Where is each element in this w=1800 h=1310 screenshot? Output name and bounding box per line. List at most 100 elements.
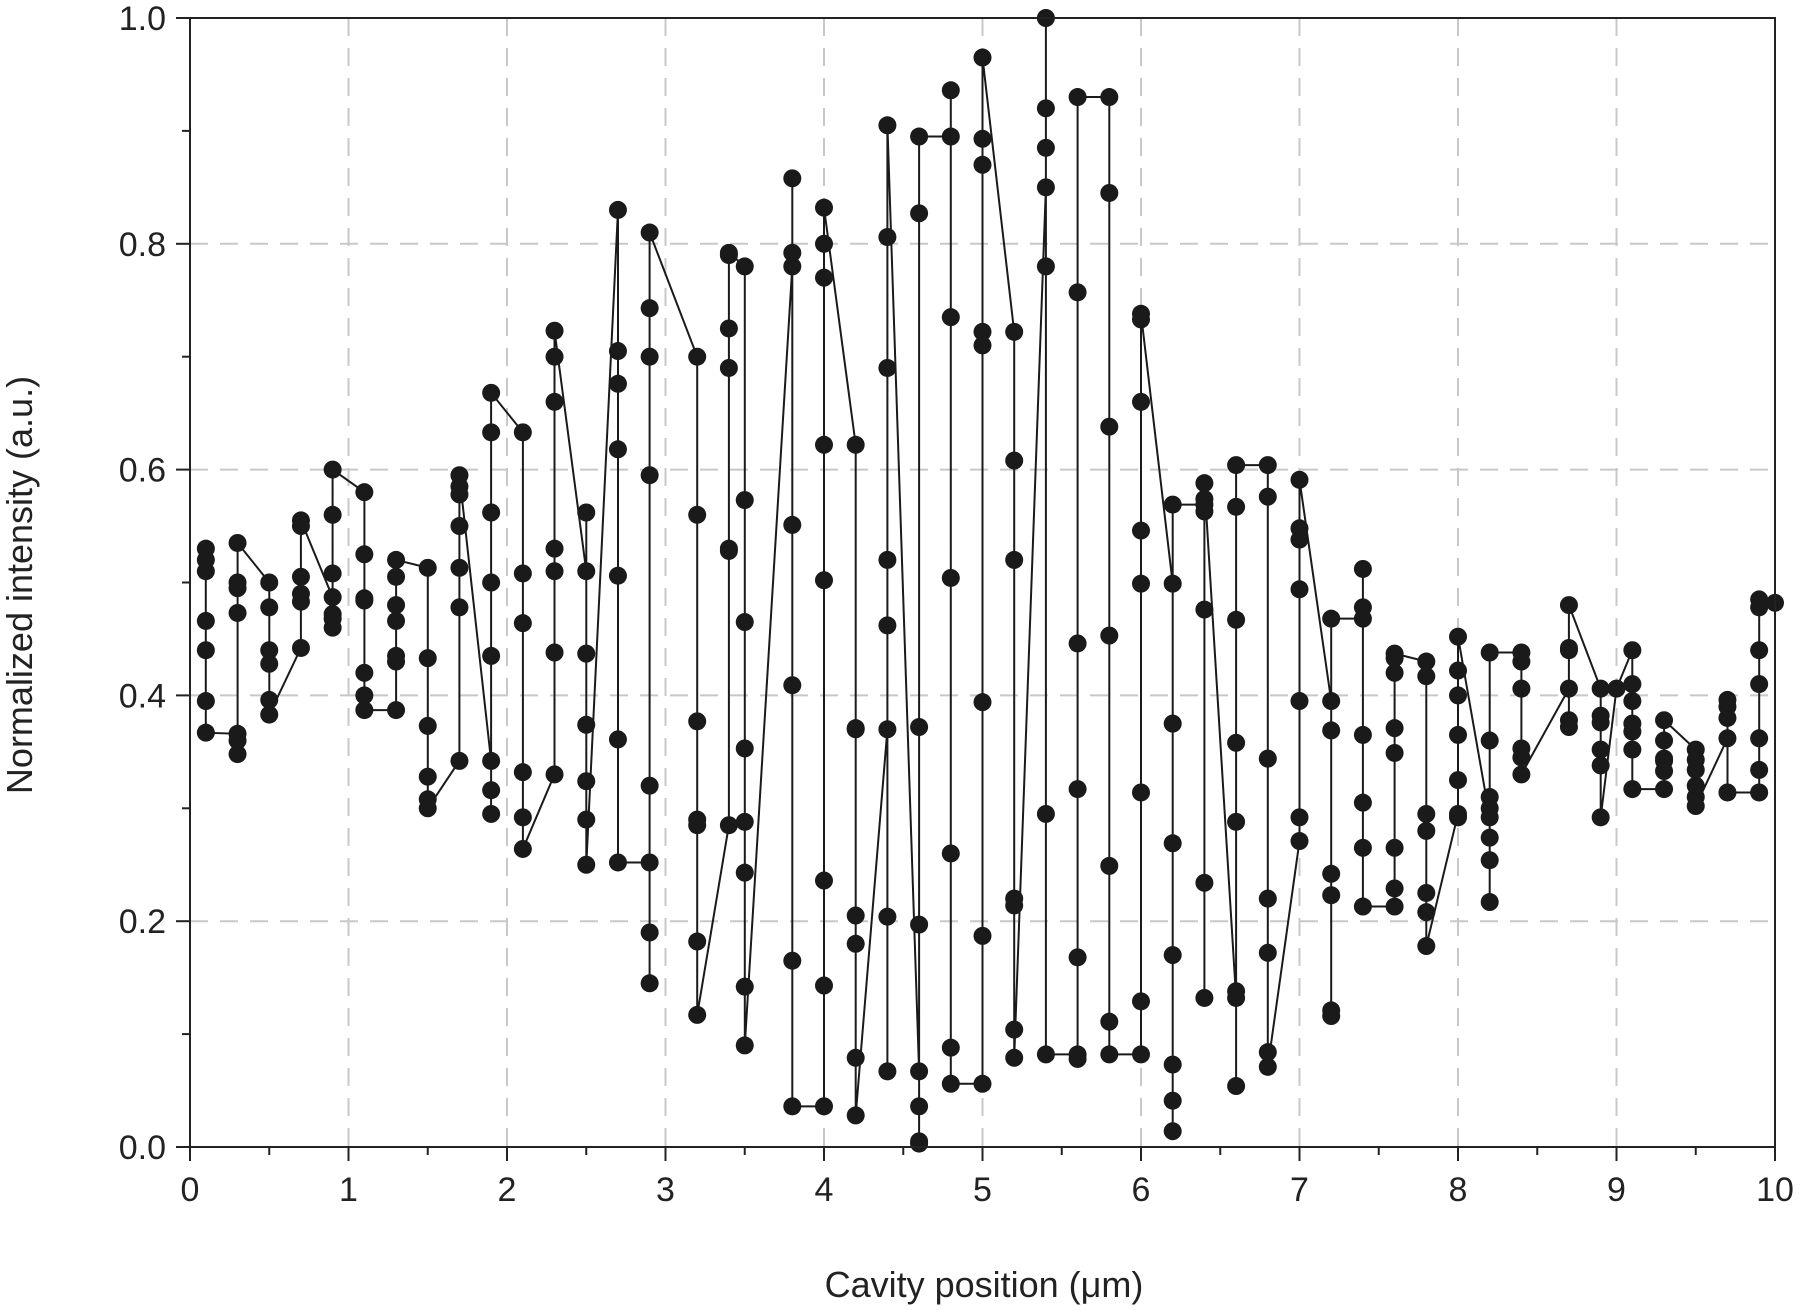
x-tick-label: 5 (973, 1171, 992, 1209)
data-point (973, 48, 992, 67)
data-point (513, 423, 532, 442)
data-point (1417, 883, 1436, 902)
data-point (1385, 743, 1404, 762)
data-point (1385, 663, 1404, 682)
data-point (228, 533, 247, 552)
data-point (513, 808, 532, 827)
data-point (973, 1074, 992, 1093)
data-point (1686, 797, 1705, 816)
data-point (577, 562, 596, 581)
data-point (1258, 487, 1277, 506)
data-point (973, 693, 992, 712)
data-point (291, 567, 310, 586)
data-point (1005, 322, 1024, 341)
data-point (878, 550, 897, 569)
data-point (482, 804, 501, 823)
data-point (910, 204, 929, 223)
data-point (1480, 799, 1499, 818)
data-point (1353, 598, 1372, 617)
data-point (941, 568, 960, 587)
series-points-layer (196, 9, 1784, 1153)
data-point (291, 584, 310, 603)
data-point (260, 641, 279, 660)
data-point (1591, 756, 1610, 775)
data-point (783, 676, 802, 695)
data-point (228, 573, 247, 592)
data-point (941, 844, 960, 863)
data-point (387, 611, 406, 630)
data-point (783, 951, 802, 970)
data-point (1163, 1055, 1182, 1074)
data-point (1195, 474, 1214, 493)
data-point (1385, 838, 1404, 857)
data-point (1718, 690, 1737, 709)
data-point (418, 767, 437, 786)
data-point (878, 358, 897, 377)
x-tick-label: 3 (656, 1171, 675, 1209)
data-point (323, 605, 342, 624)
data-point (608, 730, 627, 749)
data-point (1353, 838, 1372, 857)
data-point (450, 598, 469, 617)
data-point (735, 812, 754, 831)
data-point (1385, 897, 1404, 916)
data-point (387, 550, 406, 569)
data-point (387, 701, 406, 720)
data-point (1068, 948, 1087, 967)
data-point (1655, 780, 1674, 799)
data-point (815, 976, 833, 995)
data-point (1480, 893, 1499, 912)
data-point (910, 127, 929, 146)
x-tick-label: 8 (1449, 1171, 1468, 1209)
data-point (640, 776, 659, 795)
data-point (1480, 731, 1499, 750)
data-point (1417, 937, 1436, 956)
data-point (513, 614, 532, 633)
data-point (1449, 627, 1467, 646)
data-point (878, 616, 897, 635)
data-point (1449, 686, 1467, 705)
data-point (1036, 1045, 1055, 1064)
data-point (1512, 748, 1531, 767)
data-point (1258, 889, 1277, 908)
x-tick-label: 10 (1756, 1171, 1794, 1209)
data-point (1005, 1048, 1024, 1067)
data-point (418, 649, 437, 668)
data-point (1258, 456, 1277, 475)
data-point (719, 541, 738, 560)
data-point (735, 613, 754, 632)
data-point (545, 562, 564, 581)
data-point (878, 228, 897, 247)
x-tick-labels: 0 1 2 3 4 5 6 7 8 9 10 (181, 1171, 1794, 1209)
data-point (910, 1097, 929, 1116)
data-point (783, 1097, 802, 1116)
data-point (608, 374, 627, 393)
data-point (260, 573, 279, 592)
data-point (1227, 610, 1246, 629)
data-point (1623, 722, 1642, 741)
data-point (196, 562, 215, 581)
data-point (878, 907, 897, 926)
data-point (1353, 793, 1372, 812)
data-point (482, 573, 501, 592)
data-point (910, 1134, 929, 1153)
data-point (1686, 760, 1705, 779)
data-point (1322, 886, 1341, 905)
data-point (640, 299, 659, 318)
data-point (1480, 643, 1499, 662)
data-point (1559, 596, 1578, 615)
data-point (1322, 609, 1341, 628)
data-point (355, 483, 374, 502)
data-point (545, 392, 564, 411)
data-point (1750, 590, 1769, 609)
data-point (1512, 679, 1531, 698)
data-point (815, 268, 833, 287)
data-point (1005, 550, 1024, 569)
x-tick-label: 6 (1132, 1171, 1151, 1209)
data-point (228, 731, 247, 750)
data-point (577, 715, 596, 734)
data-point (228, 745, 247, 764)
data-point (1417, 821, 1436, 840)
data-point (640, 223, 659, 242)
data-point (1290, 808, 1309, 827)
